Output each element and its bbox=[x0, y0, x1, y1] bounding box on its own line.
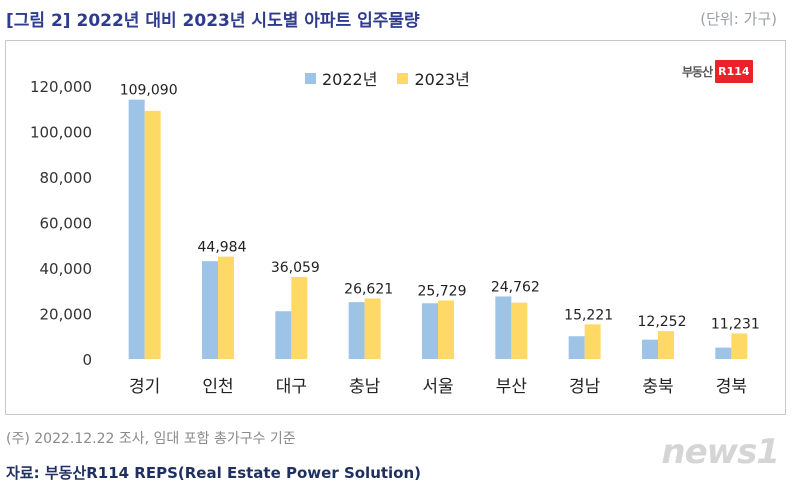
r114-logo-badge: R114 bbox=[715, 60, 753, 83]
legend-item-2023: 2023년 bbox=[397, 66, 470, 90]
r114-logo: 부동산 R114 bbox=[682, 60, 753, 83]
unit-label: (단위: 가구) bbox=[700, 10, 777, 28]
chart-panel bbox=[5, 40, 786, 415]
news1-watermark: news1 bbox=[661, 432, 780, 472]
footnote: (주) 2022.12.22 조사, 임대 포함 총가구수 기준 bbox=[6, 431, 296, 447]
chart-title: [그림 2] 2022년 대비 2023년 시도별 아파트 입주물량 bbox=[6, 11, 420, 31]
legend-item-2022: 2022년 bbox=[305, 66, 377, 90]
legend-swatch-2022 bbox=[305, 72, 316, 84]
legend-label-2023: 2023년 bbox=[414, 70, 470, 89]
legend: 2022년 2023년 bbox=[305, 66, 470, 90]
source-line: 자료: 부동산R114 REPS(Real Estate Power Solut… bbox=[6, 464, 422, 482]
legend-label-2022: 2022년 bbox=[322, 70, 378, 89]
legend-swatch-2023 bbox=[397, 72, 409, 84]
r114-logo-text: 부동산 bbox=[682, 65, 713, 79]
